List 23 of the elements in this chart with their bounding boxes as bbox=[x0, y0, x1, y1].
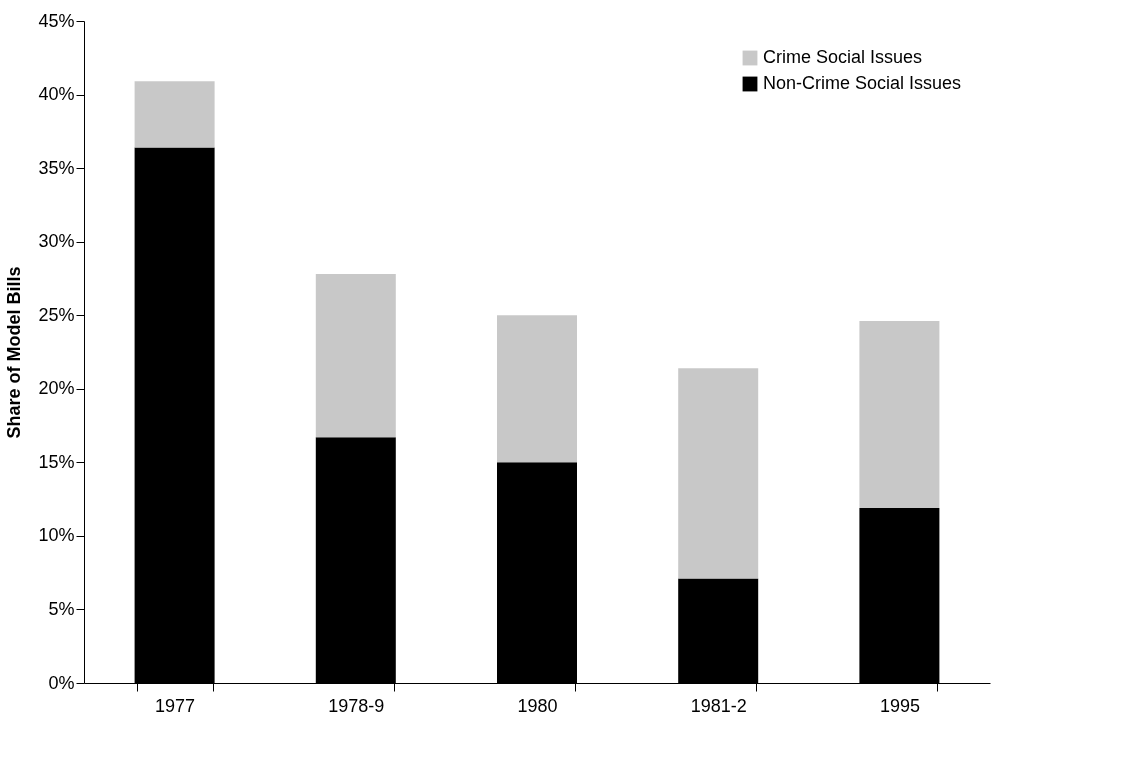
bar bbox=[134, 81, 215, 148]
y-tick-label: 10% bbox=[38, 525, 75, 546]
y-tick-label: 5% bbox=[48, 598, 75, 619]
y-axis-title: Share of Model Bills bbox=[4, 266, 25, 439]
legend-label: Non-Crime Social Issues bbox=[763, 73, 962, 93]
y-tick-label: 45% bbox=[38, 10, 75, 31]
bar bbox=[315, 274, 396, 438]
y-tick-label: 0% bbox=[48, 672, 75, 693]
bar bbox=[859, 321, 940, 508]
x-tick-label: 1995 bbox=[879, 695, 920, 716]
y-tick-label: 40% bbox=[38, 84, 75, 105]
bar bbox=[678, 368, 759, 579]
x-tick-label: 1978-9 bbox=[328, 695, 385, 716]
x-tick-label: 1977 bbox=[155, 695, 196, 716]
y-tick-label: 35% bbox=[38, 157, 75, 178]
x-tick-label: 1981-2 bbox=[690, 695, 747, 716]
y-tick-label: 20% bbox=[38, 378, 75, 399]
y-tick-label: 25% bbox=[38, 304, 75, 325]
y-tick-label: 15% bbox=[38, 451, 75, 472]
legend-label: Crime Social Issues bbox=[763, 47, 923, 67]
x-tick-label: 1980 bbox=[517, 695, 558, 716]
y-tick-label: 30% bbox=[38, 231, 75, 252]
bar bbox=[497, 315, 577, 463]
